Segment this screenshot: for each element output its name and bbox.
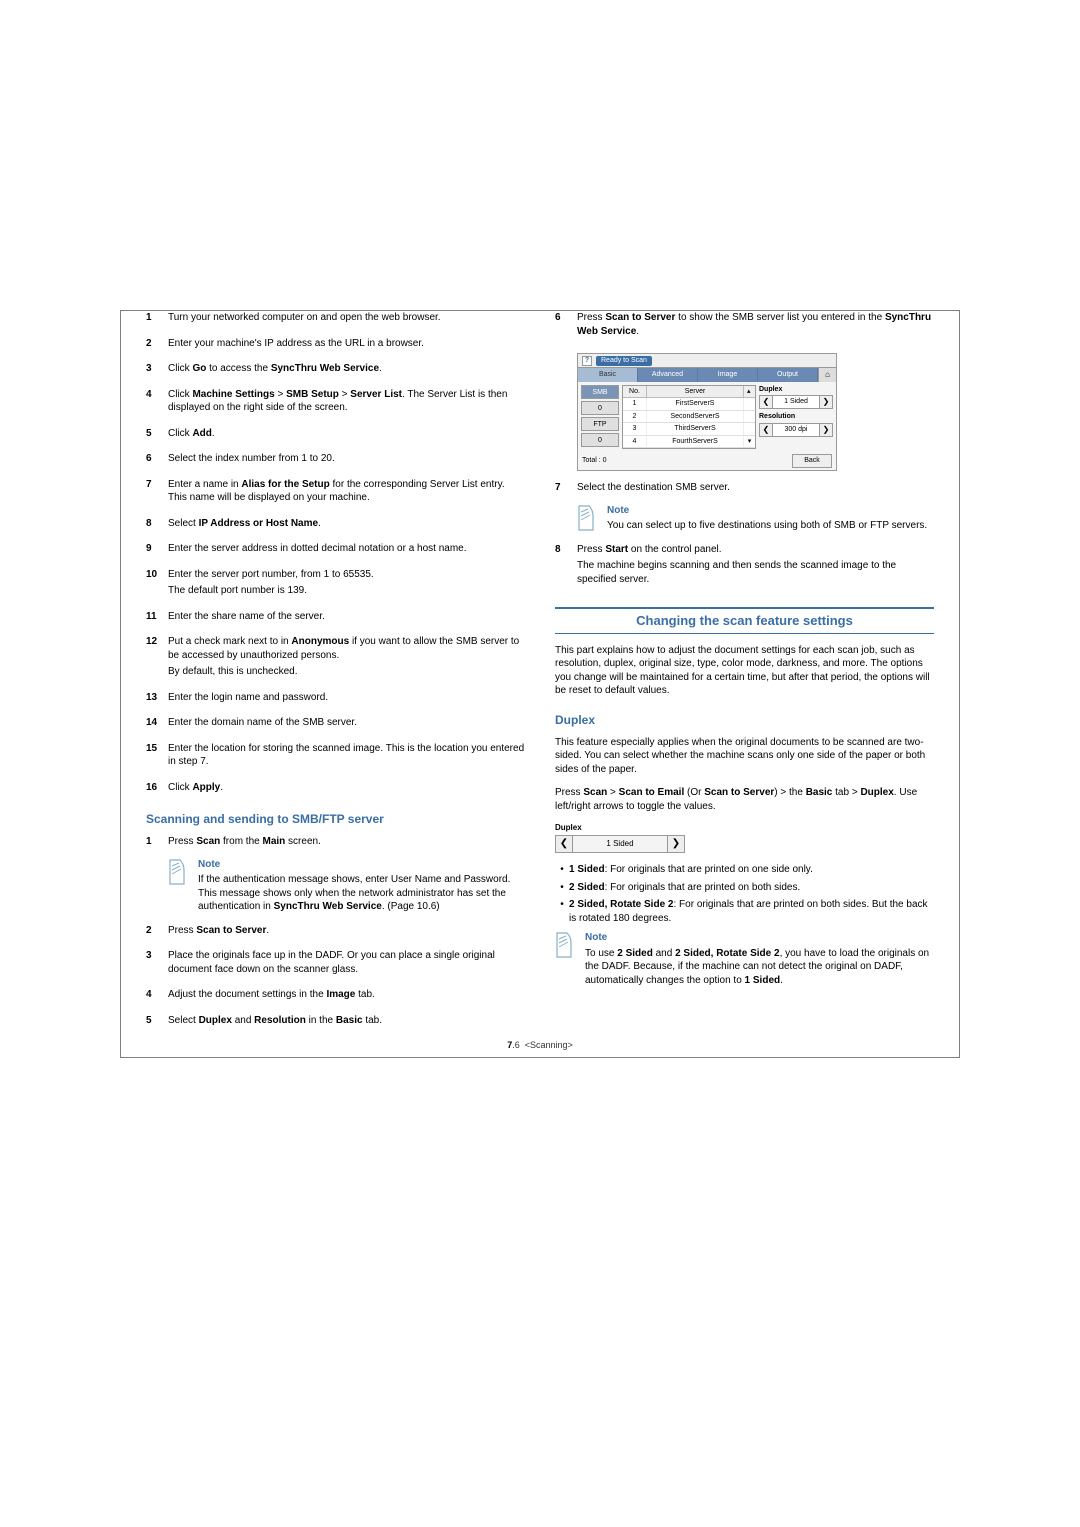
step-b-1: 1 Press Scan from the Main screen. xyxy=(146,835,525,849)
scan-ui-screenshot: ? Ready to Scan Basic Advanced Image Out… xyxy=(577,353,837,471)
list-step: 7Enter a name in Alias for the Setup for… xyxy=(146,478,525,508)
scan-body: SMB 0 FTP 0 No. Server ▴ 1FirstServerS2S… xyxy=(578,382,836,452)
btn-count-smb: 0 xyxy=(581,401,619,415)
note-auth: Note If the authentication message shows… xyxy=(146,858,525,914)
step-r-6: 6 Press Scan to Server to show the SMB s… xyxy=(555,311,934,338)
duplex-widget-value: 1 Sided xyxy=(573,835,667,853)
right-column: 6 Press Scan to Server to show the SMB s… xyxy=(555,311,934,1039)
list-step: 15Enter the location for storing the sca… xyxy=(146,742,525,772)
scan-topbar: ? Ready to Scan xyxy=(578,354,836,368)
arrow-left-icon[interactable]: ❮ xyxy=(759,395,773,409)
arrow-right-icon[interactable]: ❯ xyxy=(667,835,685,853)
page-frame: 1Turn your networked computer on and ope… xyxy=(120,310,960,1058)
list-step: 1Turn your networked computer on and ope… xyxy=(146,311,525,328)
list-step: 3Place the originals face up in the DADF… xyxy=(146,949,525,979)
resolution-value: 300 dpi xyxy=(773,423,819,437)
note-title: Note xyxy=(585,931,934,945)
scan-left-buttons: SMB 0 FTP 0 xyxy=(581,385,619,449)
list-step: 12Put a check mark next to in Anonymous … xyxy=(146,635,525,682)
list-step: 4Click Machine Settings > SMB Setup > Se… xyxy=(146,388,525,418)
table-row[interactable]: 3ThirdServerS xyxy=(623,423,755,435)
list-item: •2 Sided: For originals that are printed… xyxy=(555,881,934,895)
duplex-value: 1 Sided xyxy=(773,395,819,409)
table-header: No. Server ▴ xyxy=(623,386,755,398)
tab-image[interactable]: Image xyxy=(698,368,758,382)
table-row[interactable]: 2SecondServerS xyxy=(623,411,755,423)
scan-tabs: Basic Advanced Image Output ⌂ xyxy=(578,368,836,382)
step-r-7: 7 Select the destination SMB server. xyxy=(555,481,934,495)
help-icon[interactable]: ? xyxy=(582,356,592,366)
list-step: 10Enter the server port number, from 1 t… xyxy=(146,568,525,601)
list-step: 3Click Go to access the SyncThru Web Ser… xyxy=(146,362,525,379)
list-step: 2Press Scan to Server. xyxy=(146,924,525,941)
home-icon[interactable]: ⌂ xyxy=(818,368,836,382)
note-duplex: Note To use 2 Sided and 2 Sided, Rotate … xyxy=(555,931,934,987)
list-step: 5Click Add. xyxy=(146,427,525,444)
tab-advanced[interactable]: Advanced xyxy=(638,368,698,382)
list-step: 16Click Apply. xyxy=(146,781,525,798)
list-step: 13Enter the login name and password. xyxy=(146,691,525,708)
arrow-left-icon[interactable]: ❮ xyxy=(555,835,573,853)
list-step: 4Adjust the document settings in the Ima… xyxy=(146,988,525,1005)
left-steps2-list: 2Press Scan to Server. 3Place the origina… xyxy=(146,924,525,1031)
list-step: 11Enter the share name of the server. xyxy=(146,610,525,627)
scan-footer: Total : 0 Back xyxy=(578,452,836,470)
btn-count-ftp: 0 xyxy=(581,433,619,447)
duplex-options-list: •1 Sided: For originals that are printed… xyxy=(555,863,934,925)
heading-smb-ftp: Scanning and sending to SMB/FTP server xyxy=(146,811,525,827)
list-step: 5Select Duplex and Resolution in the Bas… xyxy=(146,1014,525,1031)
panel-duplex: Duplex ❮ 1 Sided ❯ xyxy=(759,385,833,409)
scroll-down-icon[interactable]: ▾ xyxy=(743,436,755,447)
panel-resolution: Resolution ❮ 300 dpi ❯ xyxy=(759,412,833,436)
list-step: 9Enter the server address in dotted deci… xyxy=(146,542,525,559)
note-title: Note xyxy=(198,858,525,872)
btn-ftp[interactable]: FTP xyxy=(581,417,619,431)
list-step: 8Select IP Address or Host Name. xyxy=(146,517,525,534)
note-title: Note xyxy=(607,504,934,518)
section-intro: This part explains how to adjust the doc… xyxy=(555,644,934,698)
scan-right-panels: Duplex ❮ 1 Sided ❯ Resolution ❮ 300 dpi … xyxy=(759,385,833,449)
btn-smb[interactable]: SMB xyxy=(581,385,619,399)
arrow-left-icon[interactable]: ❮ xyxy=(759,423,773,437)
status-ready: Ready to Scan xyxy=(596,356,652,366)
table-row[interactable]: 4FourthServerS▾ xyxy=(623,436,755,448)
back-button[interactable]: Back xyxy=(792,454,832,468)
duplex-intro: This feature especially applies when the… xyxy=(555,736,934,777)
arrow-right-icon[interactable]: ❯ xyxy=(819,423,833,437)
scroll-up-icon[interactable]: ▴ xyxy=(743,386,755,397)
list-step: 14Enter the domain name of the SMB serve… xyxy=(146,716,525,733)
duplex-press: Press Scan > Scan to Email (Or Scan to S… xyxy=(555,786,934,813)
tab-basic[interactable]: Basic xyxy=(578,368,638,382)
note-icon xyxy=(555,931,581,959)
list-step: 2Enter your machine's IP address as the … xyxy=(146,337,525,354)
duplex-widget: Duplex ❮ 1 Sided ❯ xyxy=(555,823,685,853)
arrow-right-icon[interactable]: ❯ xyxy=(819,395,833,409)
note-icon xyxy=(168,858,194,886)
server-table: No. Server ▴ 1FirstServerS2SecondServerS… xyxy=(622,385,756,449)
note-dest: Note You can select up to five destinati… xyxy=(555,504,934,533)
step-r-8: 8 Press Start on the control panel. The … xyxy=(555,543,934,590)
page-footer: 7.6 <Scanning> xyxy=(121,1039,959,1051)
list-step: 6Select the index number from 1 to 20. xyxy=(146,452,525,469)
note-icon xyxy=(577,504,603,532)
table-rows: 1FirstServerS2SecondServerS3ThirdServerS… xyxy=(623,398,755,448)
list-item: •1 Sided: For originals that are printed… xyxy=(555,863,934,877)
left-column: 1Turn your networked computer on and ope… xyxy=(146,311,525,1039)
left-steps-list: 1Turn your networked computer on and ope… xyxy=(146,311,525,797)
table-row[interactable]: 1FirstServerS xyxy=(623,398,755,410)
heading-duplex: Duplex xyxy=(555,712,934,728)
total-label: Total : 0 xyxy=(582,456,607,465)
section-heading-changing: Changing the scan feature settings xyxy=(555,607,934,634)
list-item: •2 Sided, Rotate Side 2: For originals t… xyxy=(555,898,934,925)
tab-output[interactable]: Output xyxy=(758,368,818,382)
